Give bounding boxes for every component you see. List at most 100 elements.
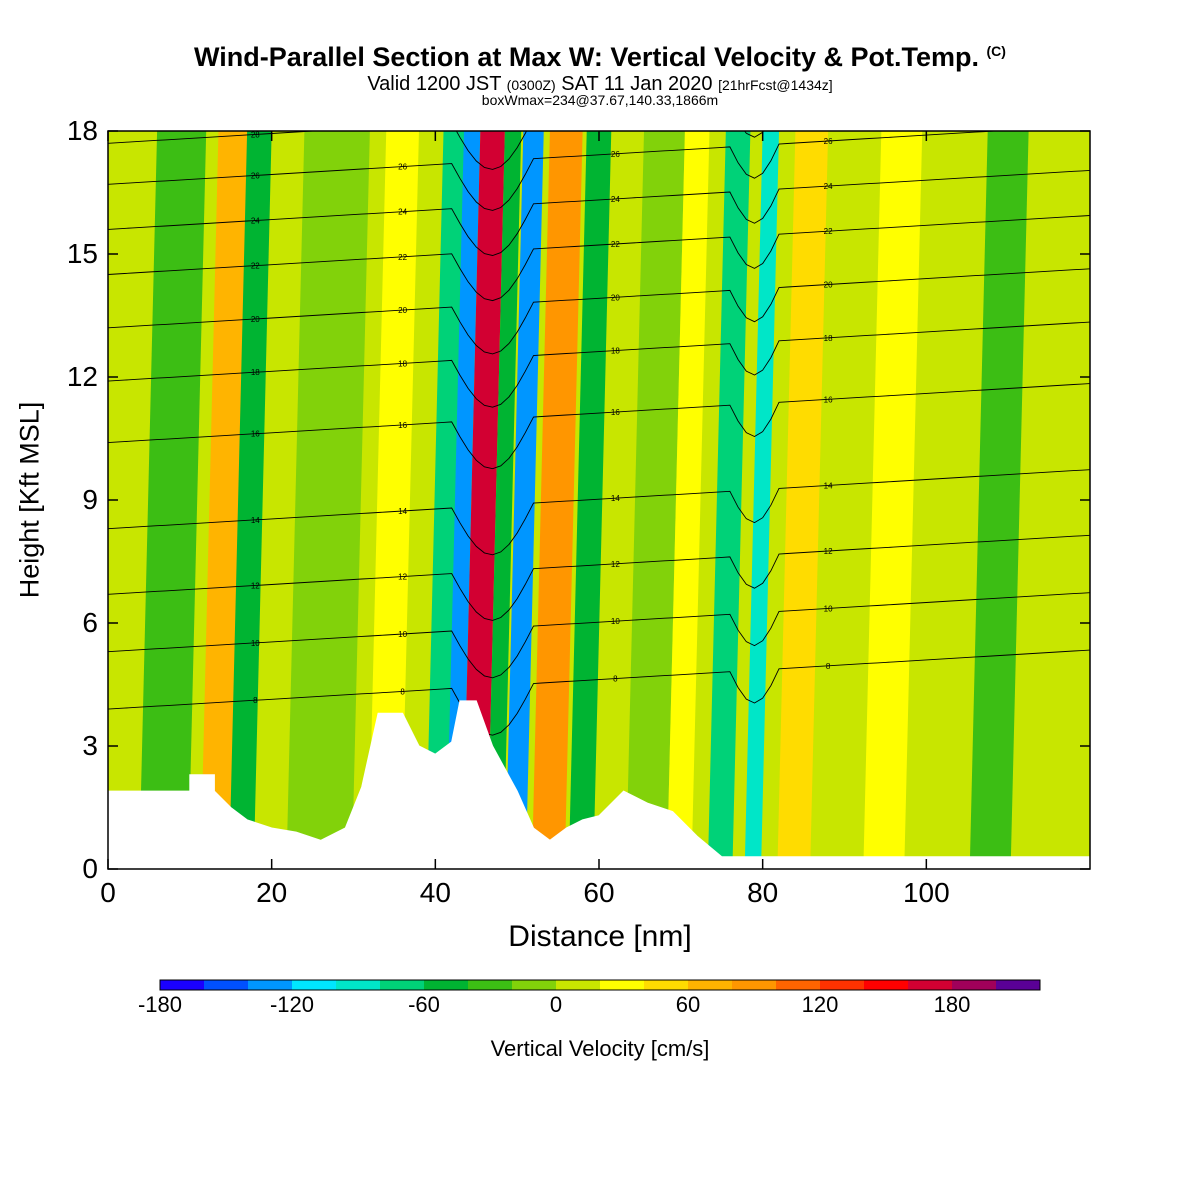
colorbar-swatch: [468, 980, 513, 990]
theta-contour-label: 28: [251, 130, 260, 139]
y-tick-label: 3: [82, 730, 98, 761]
y-tick-label: 18: [66, 115, 98, 146]
theta-contour-label: 18: [611, 347, 620, 356]
valid-time: Valid 1200 JST: [367, 73, 502, 95]
colorbar-tick-label: 120: [801, 992, 839, 1017]
forecast-info: [21hrFcst@1434z]: [718, 77, 833, 93]
velocity-band-6: [445, 131, 481, 869]
colorbar-tick-label: -120: [269, 992, 315, 1017]
theta-contour-16: [108, 383, 1090, 470]
theta-contour-24: [108, 169, 1090, 256]
theta-contour-12: [108, 534, 1090, 621]
axis-ticks: [107, 130, 1090, 870]
colorbar-swatch: [556, 980, 601, 990]
chart-subtitle: Valid 1200 JST (0300Z) SAT 11 Jan 2020 […: [0, 73, 1200, 96]
theta-contour-label: 14: [251, 516, 260, 525]
theta-contour-label: 12: [824, 547, 833, 556]
theta-contour-label: 10: [398, 630, 407, 639]
y-tick-label: 12: [66, 361, 98, 392]
colorbar-swatch: [512, 980, 557, 990]
colorbar-swatch: [776, 980, 821, 990]
theta-contour-label: 28: [824, 96, 833, 105]
colorbar-tick-label: -60: [408, 992, 440, 1017]
theta-contour-label: 8: [613, 675, 618, 684]
colorbar-tick-label: 60: [675, 992, 701, 1017]
colorbar: [159, 979, 1041, 991]
box-wmax-info: boxWmax=234@37.67,140.33,1866m: [481, 92, 719, 108]
colorbar-swatch: [292, 980, 337, 990]
velocity-band-8: [486, 131, 522, 869]
theta-contour-label: 10: [611, 617, 620, 626]
theta-contour-label: 24: [824, 182, 833, 191]
velocity-band-16: [777, 131, 829, 869]
theta-contour-label: 12: [251, 581, 260, 590]
theta-contour-label: 20: [611, 293, 620, 302]
colorbar-swatch: [644, 980, 689, 990]
theta-contour-label: 16: [398, 421, 407, 430]
theta-contour-label: 18: [251, 368, 260, 377]
theta-contour-label: 8: [400, 687, 405, 696]
terrain: [107, 700, 1091, 870]
y-tick-label: 9: [82, 484, 98, 515]
copyright-mark: (C): [986, 43, 1006, 59]
theta-contour-label: 24: [611, 195, 620, 204]
theta-contour-22: [108, 215, 1090, 302]
x-tick-label: 80: [747, 877, 779, 908]
colorbar-tick-label: 0: [549, 992, 563, 1017]
theta-contour-label: 16: [824, 395, 833, 404]
theta-contour-label: 18: [824, 334, 833, 343]
theta-contour-label: 14: [398, 507, 407, 516]
valid-date: SAT 11 Jan 2020: [561, 73, 713, 95]
theta-contour-label: 24: [398, 208, 407, 217]
colorbar-swatch: [600, 980, 645, 990]
colorbar-swatch: [864, 980, 909, 990]
velocity-band-0: [139, 131, 207, 869]
theta-contour-label: 22: [251, 262, 260, 271]
colorbar-swatch: [160, 980, 205, 990]
velocity-band-12: [626, 131, 685, 869]
colorbar-swatch: [204, 980, 249, 990]
colorbar-swatch: [908, 980, 953, 990]
theta-contour-label: 20: [398, 306, 407, 315]
theta-contour-label: 26: [824, 137, 833, 146]
velocity-band-17: [863, 131, 923, 869]
theta-contour-label: 20: [824, 281, 833, 290]
colorbar-swatch: [248, 980, 293, 990]
theta-contour-label: 26: [398, 163, 407, 172]
colorbar-swatch: [820, 980, 865, 990]
theta-contour-14: [108, 469, 1090, 556]
theta-contour-label: 16: [251, 430, 260, 439]
theta-contour-label: 8: [826, 662, 831, 671]
velocity-band-13: [666, 131, 710, 869]
colorbar-tick-label: 180: [933, 992, 971, 1017]
valid-utc: (0300Z): [506, 77, 556, 93]
theta-contour-label: 20: [251, 315, 260, 324]
y-tick-label: 0: [82, 853, 98, 884]
theta-contour-label: 14: [611, 494, 620, 503]
theta-contour-label: 16: [611, 408, 620, 417]
colorbar-swatch: [952, 980, 997, 990]
theta-contour-label: 24: [251, 217, 260, 226]
colorbar-tick-label: -180: [137, 992, 183, 1017]
velocity-band-4: [368, 131, 419, 869]
theta-contour-label: 8: [253, 696, 258, 705]
theta-contour-label: 10: [824, 604, 833, 613]
chart-title: Wind-Parallel Section at Max W: Vertical…: [0, 42, 1200, 73]
velocity-band-10: [531, 131, 583, 869]
velocity-band-15: [744, 131, 780, 869]
x-tick-label: 40: [419, 877, 451, 908]
colorbar-label: Vertical Velocity [cm/s]: [490, 1036, 710, 1061]
theta-contour-label: 14: [824, 481, 833, 490]
theta-contour-label: 28: [398, 122, 407, 131]
x-axis-label: Distance [nm]: [508, 920, 692, 953]
title-text: Wind-Parallel Section at Max W: Vertical…: [194, 42, 979, 72]
theta-contour-label: 26: [611, 150, 620, 159]
colorbar-frame: [159, 979, 1041, 991]
theta-contour-label: 22: [398, 253, 407, 262]
terrain-mask: [107, 700, 1091, 870]
theta-contour-8: [108, 649, 1090, 736]
velocity-band-18: [969, 131, 1029, 869]
theta-contour-10: [108, 592, 1090, 679]
theta-contour-label: 22: [824, 227, 833, 236]
